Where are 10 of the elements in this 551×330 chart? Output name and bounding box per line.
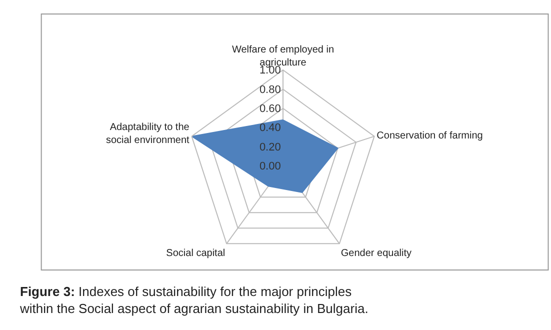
spoke-label: Social capital [166,248,226,259]
y-tick-label: 0.60 [259,102,281,115]
y-tick-label: 0.80 [259,84,281,96]
spoke-label: Gender equality [340,248,412,259]
y-tick-label: 0.40 [259,122,281,134]
spoke-label: Conservation of farming [376,130,483,142]
caption: Figure 3: Indexes of sustainability for the major principles within the Social aspect of agrarian sustainability in Bulgaria. [19,284,368,316]
y-tick-label: 0.20 [259,141,281,154]
spoke-label: Adaptability to the social environment [106,122,190,146]
y-tick-label: 0.00 [259,160,281,173]
